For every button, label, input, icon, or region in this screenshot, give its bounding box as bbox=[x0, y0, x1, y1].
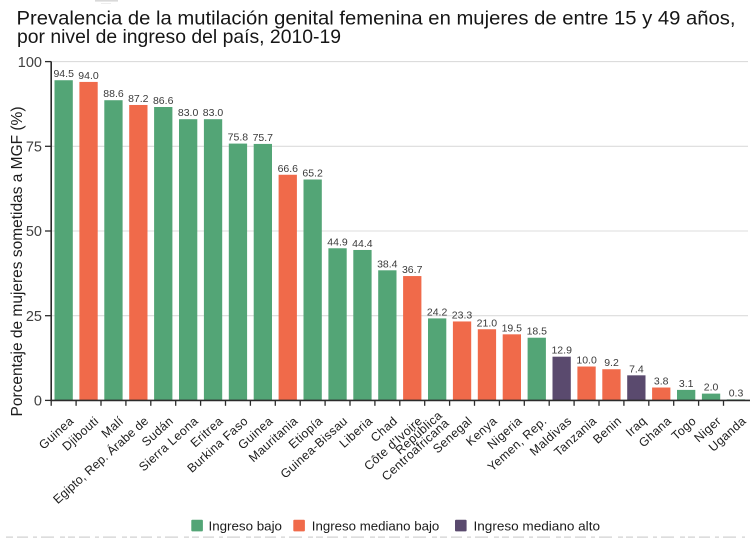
svg-text:38.4: 38.4 bbox=[377, 258, 398, 270]
svg-text:3.1: 3.1 bbox=[679, 378, 694, 390]
svg-text:75.8: 75.8 bbox=[228, 132, 249, 144]
svg-text:23.3: 23.3 bbox=[452, 309, 473, 321]
svg-text:Ingreso mediano alto: Ingreso mediano alto bbox=[474, 519, 601, 534]
svg-text:44.4: 44.4 bbox=[352, 238, 373, 250]
svg-text:12.9: 12.9 bbox=[551, 345, 572, 357]
svg-text:66.6: 66.6 bbox=[278, 163, 299, 175]
svg-text:50: 50 bbox=[26, 224, 42, 240]
svg-text:por nivel de ingreso del país,: por nivel de ingreso del país, 2010-19 bbox=[17, 26, 341, 48]
svg-text:94.5: 94.5 bbox=[53, 68, 74, 80]
svg-text:100: 100 bbox=[18, 55, 42, 71]
svg-text:83.0: 83.0 bbox=[178, 107, 199, 119]
svg-text:94.0: 94.0 bbox=[78, 70, 99, 82]
svg-text:Porcentaje de mujeres sometida: Porcentaje de mujeres sometidas a MGF (%… bbox=[9, 107, 26, 417]
svg-text:10.0: 10.0 bbox=[576, 355, 597, 367]
svg-text:83.0: 83.0 bbox=[203, 107, 224, 119]
svg-text:87.2: 87.2 bbox=[128, 93, 149, 105]
svg-text:86.6: 86.6 bbox=[153, 95, 174, 107]
svg-text:Ingreso bajo: Ingreso bajo bbox=[209, 519, 283, 534]
svg-text:9.2: 9.2 bbox=[604, 357, 619, 369]
svg-text:2.0: 2.0 bbox=[704, 382, 719, 394]
svg-text:Ingreso mediano bajo: Ingreso mediano bajo bbox=[312, 519, 440, 534]
svg-text:18.5: 18.5 bbox=[527, 326, 548, 338]
svg-text:44.9: 44.9 bbox=[327, 236, 348, 248]
svg-text:36.7: 36.7 bbox=[402, 264, 423, 276]
svg-text:0: 0 bbox=[34, 394, 42, 410]
svg-text:7.4: 7.4 bbox=[629, 363, 644, 375]
svg-text:75.7: 75.7 bbox=[253, 132, 274, 144]
svg-text:24.2: 24.2 bbox=[427, 306, 448, 318]
svg-text:25: 25 bbox=[26, 309, 42, 325]
svg-text:65.2: 65.2 bbox=[302, 168, 323, 180]
svg-text:3.8: 3.8 bbox=[654, 376, 669, 388]
svg-text:21.0: 21.0 bbox=[477, 317, 498, 329]
svg-text:Benin: Benin bbox=[590, 414, 624, 447]
svg-text:0.3: 0.3 bbox=[729, 387, 744, 399]
svg-text:75: 75 bbox=[26, 140, 42, 156]
svg-text:19.5: 19.5 bbox=[502, 322, 523, 334]
svg-text:88.6: 88.6 bbox=[103, 88, 124, 100]
svg-text:Prevalencia de la mutilación g: Prevalencia de la mutilación genital fem… bbox=[17, 8, 736, 30]
